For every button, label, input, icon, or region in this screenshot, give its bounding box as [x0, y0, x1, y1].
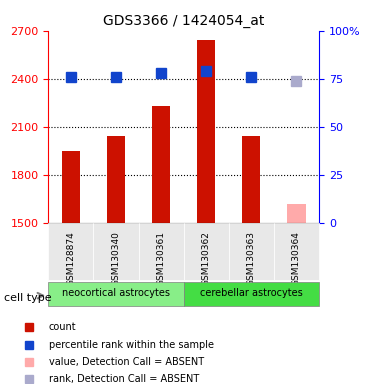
Bar	[107, 136, 125, 223]
Text: GSM130361: GSM130361	[157, 231, 165, 286]
FancyBboxPatch shape	[184, 282, 319, 306]
FancyBboxPatch shape	[48, 223, 93, 280]
Text: neocortical astrocytes: neocortical astrocytes	[62, 288, 170, 298]
Bar	[242, 136, 260, 223]
Bar	[197, 40, 215, 223]
FancyBboxPatch shape	[48, 282, 184, 306]
FancyBboxPatch shape	[184, 223, 229, 280]
Text: GSM128874: GSM128874	[66, 231, 75, 286]
Text: cerebellar astrocytes: cerebellar astrocytes	[200, 288, 303, 298]
FancyBboxPatch shape	[229, 223, 274, 280]
Bar	[288, 204, 305, 223]
Text: rank, Detection Call = ABSENT: rank, Detection Call = ABSENT	[49, 374, 199, 384]
Text: GSM130362: GSM130362	[202, 231, 211, 286]
Bar	[152, 106, 170, 223]
FancyBboxPatch shape	[93, 223, 138, 280]
Bar	[62, 151, 80, 223]
Text: GSM130363: GSM130363	[247, 231, 256, 286]
Text: count: count	[49, 322, 76, 332]
Text: cell type: cell type	[4, 293, 51, 303]
Text: GSM130340: GSM130340	[111, 231, 121, 286]
FancyBboxPatch shape	[274, 223, 319, 280]
Text: GSM130364: GSM130364	[292, 231, 301, 286]
FancyBboxPatch shape	[138, 223, 184, 280]
Text: percentile rank within the sample: percentile rank within the sample	[49, 339, 214, 349]
Title: GDS3366 / 1424054_at: GDS3366 / 1424054_at	[103, 14, 264, 28]
Text: value, Detection Call = ABSENT: value, Detection Call = ABSENT	[49, 357, 204, 367]
